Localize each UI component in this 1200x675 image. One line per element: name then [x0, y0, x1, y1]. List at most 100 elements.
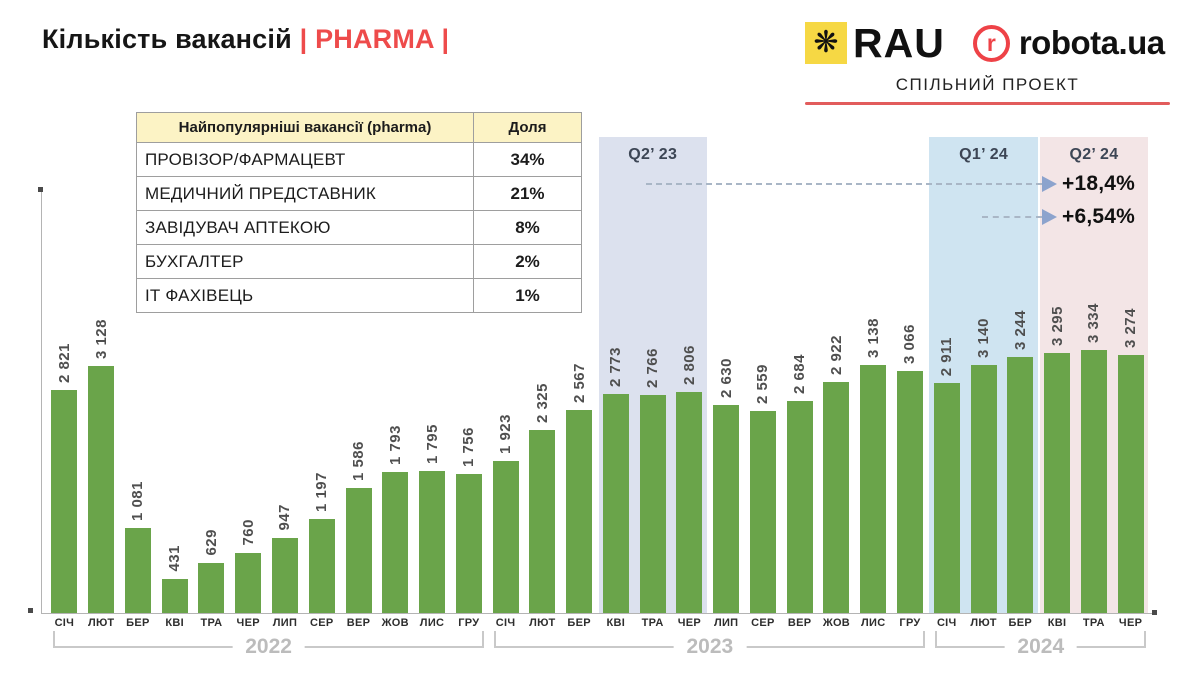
bar-value-label: 2 773 [607, 346, 625, 387]
top-vacancies-table: Найпопулярніші вакансії (pharma) Доля ПР… [136, 112, 582, 313]
bar-slot: 3 274 [1112, 308, 1149, 613]
vacancy-name-cell: МЕДИЧНИЙ ПРЕДСТАВНИК [136, 176, 474, 211]
month-label: ТРА [200, 617, 223, 629]
month-label: ЛИС [419, 617, 445, 629]
month-label: ЛИП [272, 617, 298, 629]
bar [786, 401, 813, 613]
bar [382, 472, 409, 613]
bar [1117, 355, 1144, 613]
bar-slot: 2 325 [524, 383, 561, 613]
month-label: ТРА [641, 617, 664, 629]
bar-value-label: 2 911 [938, 336, 956, 376]
month-label: ЖОВ [822, 617, 851, 629]
month-label: КВІ [606, 617, 626, 629]
bar-value-label: 2 567 [570, 362, 588, 403]
bar [896, 371, 923, 613]
joint-project-label: СПІЛЬНИЙ ПРОЕКТ [895, 75, 1080, 94]
vacancy-share-cell: 1% [473, 278, 582, 313]
bar-slot: 947 [267, 504, 304, 613]
bar [529, 430, 556, 613]
brand-logos-row: ❋ RAU r robota.ua [805, 20, 1170, 66]
vacancy-share-cell: 8% [473, 210, 582, 245]
month-label: ЧЕР [677, 617, 702, 629]
bar [676, 392, 703, 613]
bar-value-label: 3 274 [1122, 307, 1140, 348]
bar-slot: 2 559 [745, 364, 782, 613]
vacancy-name-cell: ЗАВІДУВАЧ АПТЕКОЮ [136, 210, 474, 245]
table-header-row: Найпопулярніші вакансії (pharma) Доля [136, 112, 582, 143]
growth-arrow-line [646, 183, 1042, 185]
month-label: ЛЮТ [87, 617, 115, 629]
month-label: КВІ [165, 617, 184, 629]
bar-slot: 431 [156, 545, 193, 613]
table-header-vacancies: Найпопулярніші вакансії (pharma) [136, 112, 474, 143]
bar [235, 553, 262, 613]
y-axis-line [41, 192, 42, 613]
month-label: БЕР [126, 617, 150, 629]
bar-slot: 3 295 [1039, 306, 1076, 613]
bar [1044, 353, 1071, 613]
bar-slot: 1 586 [340, 441, 377, 613]
bar-value-label: 2 821 [55, 342, 73, 383]
bar-value-label: 3 334 [1085, 302, 1103, 343]
growth-arrow-head [1042, 209, 1057, 225]
bar-slot: 3 138 [855, 318, 892, 613]
page-title: Кількість вакансій | PHARMA | [42, 24, 449, 55]
bar-slot: 2 630 [708, 358, 745, 613]
growth-value-label: +18,4% [1062, 172, 1136, 195]
page-title-highlight: | PHARMA | [299, 24, 450, 54]
table-row: ПРОВІЗОР/ФАРМАЦЕВТ 34% [136, 142, 582, 177]
bar-value-label: 2 766 [644, 347, 662, 388]
bar [713, 405, 740, 613]
month-label: ЛЮТ [529, 617, 556, 629]
bar-value-label: 1 923 [497, 413, 515, 454]
month-label: БЕР [567, 617, 591, 629]
bar-value-label: 3 138 [864, 317, 882, 358]
bar-value-label: 1 756 [460, 426, 478, 467]
bar-value-label: 1 197 [313, 471, 331, 512]
year-label: 2024 [1004, 636, 1078, 658]
bar-value-label: 3 244 [1011, 309, 1029, 350]
month-label: СЕР [751, 617, 775, 629]
bar [51, 390, 78, 613]
x-axis-line [41, 613, 1157, 614]
table-row: ІТ ФАХІВЕЦЬ 1% [136, 278, 582, 313]
vacancy-name-cell: ПРОВІЗОР/ФАРМАЦЕВТ [136, 142, 474, 177]
bar-slot: 629 [193, 529, 230, 613]
bar-slot: 760 [230, 519, 267, 613]
bar-slot: 2 773 [597, 347, 634, 613]
bar-slot: 2 806 [671, 345, 708, 613]
table-header-share: Доля [473, 112, 582, 143]
month-label: ГРУ [458, 617, 480, 629]
bar-slot: 1 923 [487, 414, 524, 613]
bar-value-label: 760 [239, 519, 257, 546]
month-label: ЧЕР [1118, 617, 1143, 629]
bar-value-label: 1 793 [386, 424, 404, 465]
bar-slot: 3 140 [965, 318, 1002, 613]
bar-slot: 2 821 [46, 343, 83, 613]
bar [823, 382, 850, 613]
bar-value-label: 2 559 [754, 363, 772, 404]
bar [566, 410, 593, 613]
brand-underline [805, 102, 1170, 105]
bar-value-label: 431 [166, 545, 184, 572]
bar-slot: 3 244 [1002, 310, 1039, 613]
bar-slot: 1 081 [120, 481, 157, 613]
bar [1080, 350, 1107, 613]
month-label: ЖОВ [381, 617, 409, 629]
bar [124, 528, 151, 613]
bar-value-label: 3 128 [92, 318, 110, 359]
table-row: МЕДИЧНИЙ ПРЕДСТАВНИК 21% [136, 176, 582, 211]
bar [492, 461, 519, 613]
bar [455, 474, 482, 613]
rau-star-icon: ❋ [813, 26, 839, 59]
bar-value-label: 1 081 [129, 480, 147, 521]
x-axis-start-marker [28, 608, 33, 613]
robota-r-glyph: r [986, 29, 996, 56]
bar-slot: 2 567 [561, 363, 598, 613]
bar [88, 366, 115, 613]
bar [198, 563, 225, 613]
robota-logo-icon: r [972, 24, 1010, 62]
bar-slot: 1 795 [414, 424, 451, 613]
